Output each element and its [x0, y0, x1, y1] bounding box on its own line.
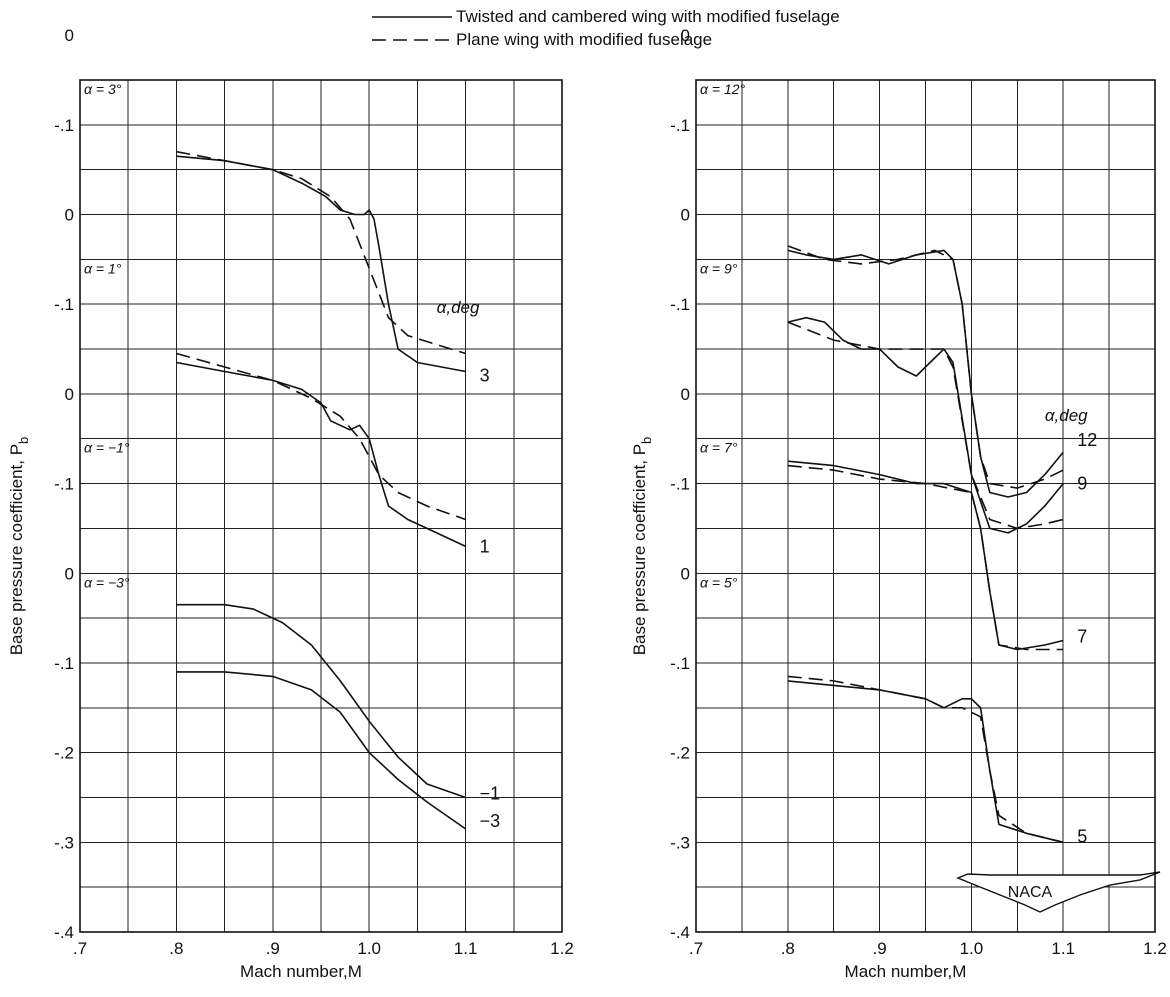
series-line-dashed — [176, 150, 466, 355]
y-tick-label: -.1 — [54, 116, 74, 135]
series-line-dashed — [176, 352, 466, 521]
panel-alpha-label: α = −1° — [84, 440, 130, 456]
y-tick-label: -.1 — [54, 654, 74, 673]
curve-alpha-label: 12 — [1077, 430, 1097, 450]
alpha-header: α,deg — [437, 298, 480, 317]
x-tick-label: .9 — [266, 939, 280, 958]
naca-wings-icon — [956, 871, 1161, 913]
curve-alpha-label: 9 — [1077, 474, 1087, 494]
alpha-header: α,deg — [1045, 406, 1088, 425]
plot-frame — [79, 79, 563, 933]
x-axis-label: Mach number,M — [240, 962, 362, 981]
series-line-dashed — [787, 321, 1064, 530]
plot-frame — [695, 79, 1156, 933]
y-tick-label: 0 — [681, 206, 690, 225]
x-tick-label: .8 — [169, 939, 183, 958]
series-line-dashed — [787, 464, 1064, 651]
y-tick-label: 0 — [65, 385, 74, 404]
y-tick-label: 0 — [681, 564, 690, 583]
curve-alpha-label: 5 — [1077, 826, 1087, 846]
y-tick-label: 0 — [65, 26, 74, 45]
y-tick-label: -.2 — [670, 744, 690, 763]
curve-alpha-label: −1 — [480, 783, 501, 803]
y-tick-label: 0 — [681, 385, 690, 404]
y-tick-label: -.4 — [54, 923, 74, 942]
y-tick-label: -.3 — [670, 833, 690, 852]
legend: Twisted and cambered wing with modified … — [372, 7, 840, 49]
y-tick-label: -.1 — [670, 116, 690, 135]
y-axis-label-subscript: b — [16, 437, 31, 444]
series-line-solid — [176, 671, 467, 830]
x-tick-label: .7 — [689, 939, 703, 958]
naca-logo-text: NACA — [1008, 884, 1053, 901]
chart-right: -.4 -.3 -.2 -.1 0 -.1 0 -.1 0 -.1 0 .7 .8 .9 1.0 1.1 1.2… — [630, 26, 1167, 981]
chart-left: -.4 -.3 -.2 -.1 0 -.1 0 -.1 0 -.1 0 .7 .8 .9 1.0 1.1 1.2… — [7, 26, 574, 981]
y-tick-label: 0 — [65, 564, 74, 583]
y-tick-label: -.1 — [670, 654, 690, 673]
curve-alpha-label: 1 — [480, 536, 490, 556]
series-line-dashed — [787, 245, 1064, 489]
y-axis-label-subscript: b — [639, 437, 654, 444]
panel-alpha-label: α = 12° — [700, 81, 746, 97]
x-tick-label: .9 — [873, 939, 887, 958]
naca-logo: NACA — [956, 871, 1161, 913]
panel-alpha-label: α = 9° — [700, 260, 738, 276]
series-line-solid — [787, 316, 1064, 534]
y-tick-label: -.1 — [670, 475, 690, 494]
legend-dashed-label: Plane wing with modified fuselage — [456, 30, 712, 49]
y-axis-label: Base pressure coefficient, Pb — [630, 437, 654, 656]
x-tick-label: .8 — [781, 939, 795, 958]
y-tick-label: -.2 — [54, 744, 74, 763]
y-tick-label: -.1 — [54, 475, 74, 494]
curve-alpha-label: 7 — [1077, 627, 1087, 647]
x-tick-label: 1.0 — [357, 939, 381, 958]
y-tick-label: 0 — [65, 206, 74, 225]
panel-alpha-label: α = −3° — [84, 574, 130, 590]
y-tick-label: -.4 — [670, 923, 690, 942]
y-tick-label: -.1 — [670, 295, 690, 314]
series-line-solid — [176, 603, 466, 799]
x-tick-label: 1.0 — [960, 939, 984, 958]
y-tick-label: -.3 — [54, 833, 74, 852]
x-tick-label: 1.1 — [454, 939, 478, 958]
x-tick-label: 1.2 — [1143, 939, 1167, 958]
x-axis-label: Mach number,M — [845, 962, 967, 981]
y-axis-label: Base pressure coefficient, Pb — [7, 437, 31, 656]
series-line-solid — [176, 155, 466, 373]
panel-alpha-label: α = 5° — [700, 574, 738, 590]
x-tick-label: .7 — [73, 939, 87, 958]
panel-alpha-label: α = 1° — [84, 260, 122, 276]
legend-solid-label: Twisted and cambered wing with modified … — [456, 7, 840, 26]
curve-alpha-label: 3 — [480, 365, 490, 385]
x-tick-label: 1.2 — [550, 939, 574, 958]
series-line-dashed — [787, 675, 1064, 844]
panel-alpha-label: α = 3° — [84, 81, 122, 97]
panel-alpha-label: α = 7° — [700, 440, 738, 456]
curve-alpha-label: −3 — [480, 811, 501, 831]
x-tick-label: 1.1 — [1051, 939, 1075, 958]
y-tick-label: 0 — [681, 26, 690, 45]
y-tick-label: -.1 — [54, 295, 74, 314]
